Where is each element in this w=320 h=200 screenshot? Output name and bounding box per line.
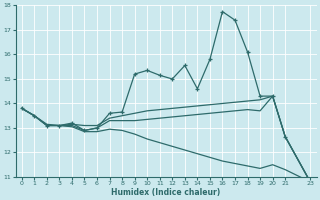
X-axis label: Humidex (Indice chaleur): Humidex (Indice chaleur)	[111, 188, 221, 197]
